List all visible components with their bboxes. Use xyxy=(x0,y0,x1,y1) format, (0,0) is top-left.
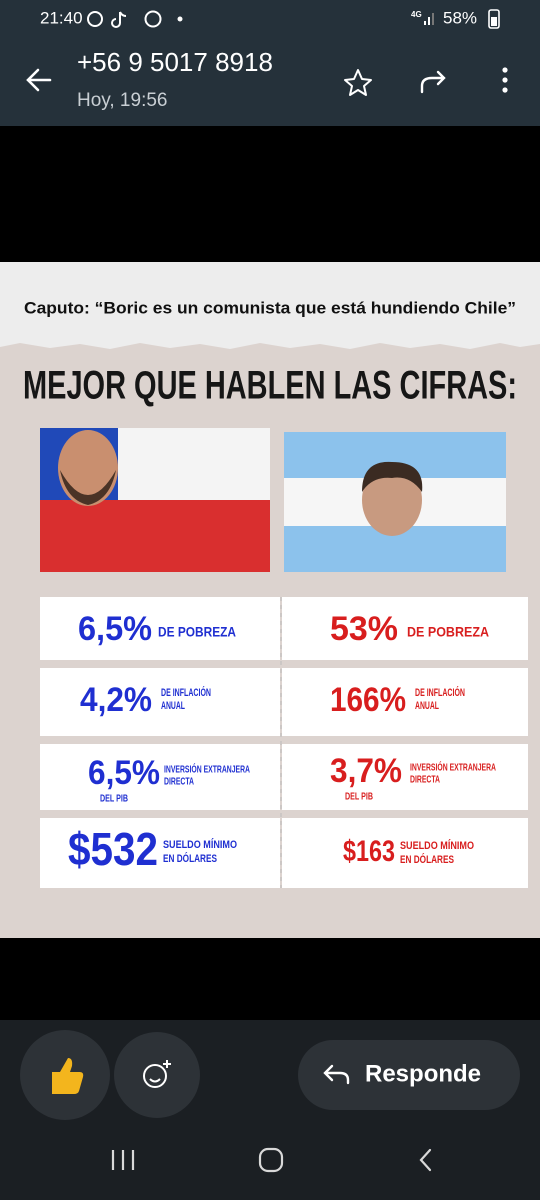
message-timestamp: Hoy, 19:56 xyxy=(77,90,167,111)
home-button[interactable] xyxy=(258,1147,284,1173)
stat-figure: 4,2% xyxy=(80,681,152,719)
nav-bar xyxy=(111,1147,432,1173)
stat-label: EN DÓLARES xyxy=(163,852,217,865)
stat-label: DIRECTA xyxy=(164,777,194,788)
tiktok-icon xyxy=(111,11,127,28)
stat-label: DE POBREZA xyxy=(158,624,236,640)
reply-icon xyxy=(323,1064,350,1085)
back-nav-button[interactable] xyxy=(419,1148,432,1172)
portrait xyxy=(58,430,118,506)
battery-fill xyxy=(491,17,497,26)
network-type: 4G xyxy=(411,10,422,19)
row-gap xyxy=(40,660,528,668)
reaction-button[interactable] xyxy=(114,1032,200,1118)
stat-sub: DEL PIB xyxy=(345,792,373,803)
stat-figure: 53% xyxy=(330,610,398,648)
signal-bar xyxy=(428,17,430,25)
flag-red xyxy=(40,500,270,572)
portrait-hair xyxy=(362,461,423,492)
quote: Caputo: “Boric es un comunista que está … xyxy=(24,298,516,317)
stat-figure: $163 xyxy=(343,835,395,868)
stat-sub: DEL PIB xyxy=(100,794,128,805)
menu-dot xyxy=(502,67,508,73)
menu-dot xyxy=(502,87,508,93)
argentina-flag xyxy=(284,432,506,572)
reply-button[interactable]: Responde xyxy=(298,1040,520,1110)
whatsapp-icon xyxy=(87,11,103,27)
portrait-beard xyxy=(60,470,116,505)
status-time: 21:40 xyxy=(40,8,83,27)
stat-figure: 166% xyxy=(330,681,406,719)
notification-icons xyxy=(87,10,183,28)
signal-bar xyxy=(432,13,434,25)
menu-button[interactable] xyxy=(502,67,508,93)
more-dot xyxy=(177,16,183,22)
stat-label: SUELDO MÍNIMO xyxy=(400,839,474,852)
infographic-title: MEJOR QUE HABLEN LAS CIFRAS: xyxy=(23,364,517,408)
reply-label: Responde xyxy=(365,1060,481,1087)
stat-label: DE POBREZA xyxy=(407,624,489,640)
button-bg xyxy=(298,1040,520,1110)
stat-figure: 6,5% xyxy=(88,754,160,792)
messenger-icon xyxy=(144,10,162,28)
row-gap xyxy=(40,810,528,818)
signal-bar xyxy=(424,21,426,25)
stat-label: INVERSIÓN EXTRANJERA xyxy=(164,763,250,776)
recents-button[interactable] xyxy=(111,1150,135,1170)
back-button[interactable] xyxy=(26,68,52,92)
emoji-plus xyxy=(163,1060,171,1068)
row-gap xyxy=(40,736,528,744)
stat-label: INVERSIÓN EXTRANJERA xyxy=(410,761,496,774)
stat-label: SUELDO MÍNIMO xyxy=(163,838,237,851)
stat-label: DIRECTA xyxy=(410,775,440,786)
stat-label: ANUAL xyxy=(415,700,439,712)
infographic: Caputo: “Boric es un comunista que está … xyxy=(0,262,540,938)
stat-label: DE INFLACIÓN xyxy=(161,686,211,699)
button-bg xyxy=(114,1032,200,1118)
star-button[interactable] xyxy=(344,69,372,96)
stat-figure: $532 xyxy=(68,823,158,875)
battery-icon xyxy=(488,9,500,29)
stat-figure: 6,5% xyxy=(78,610,152,648)
stat-figure: 3,7% xyxy=(330,752,402,790)
forward-button[interactable] xyxy=(420,70,446,94)
battery-level: 58% xyxy=(443,8,477,27)
signal-icon xyxy=(424,13,434,25)
stat-label: DE INFLACIÓN xyxy=(415,686,465,699)
thumb-icon xyxy=(52,1058,84,1094)
stat-label: ANUAL xyxy=(161,700,185,712)
chile-flag xyxy=(40,428,270,572)
contact-name: +56 9 5017 8918 xyxy=(77,47,273,77)
like-button[interactable] xyxy=(20,1030,110,1120)
menu-dot xyxy=(502,77,508,83)
top-bar-bg xyxy=(0,0,540,126)
emoji-smile xyxy=(149,1078,161,1083)
stat-label: EN DÓLARES xyxy=(400,853,454,866)
portrait xyxy=(362,464,422,536)
quote-band xyxy=(0,262,540,349)
emoji-icon xyxy=(143,1064,167,1088)
